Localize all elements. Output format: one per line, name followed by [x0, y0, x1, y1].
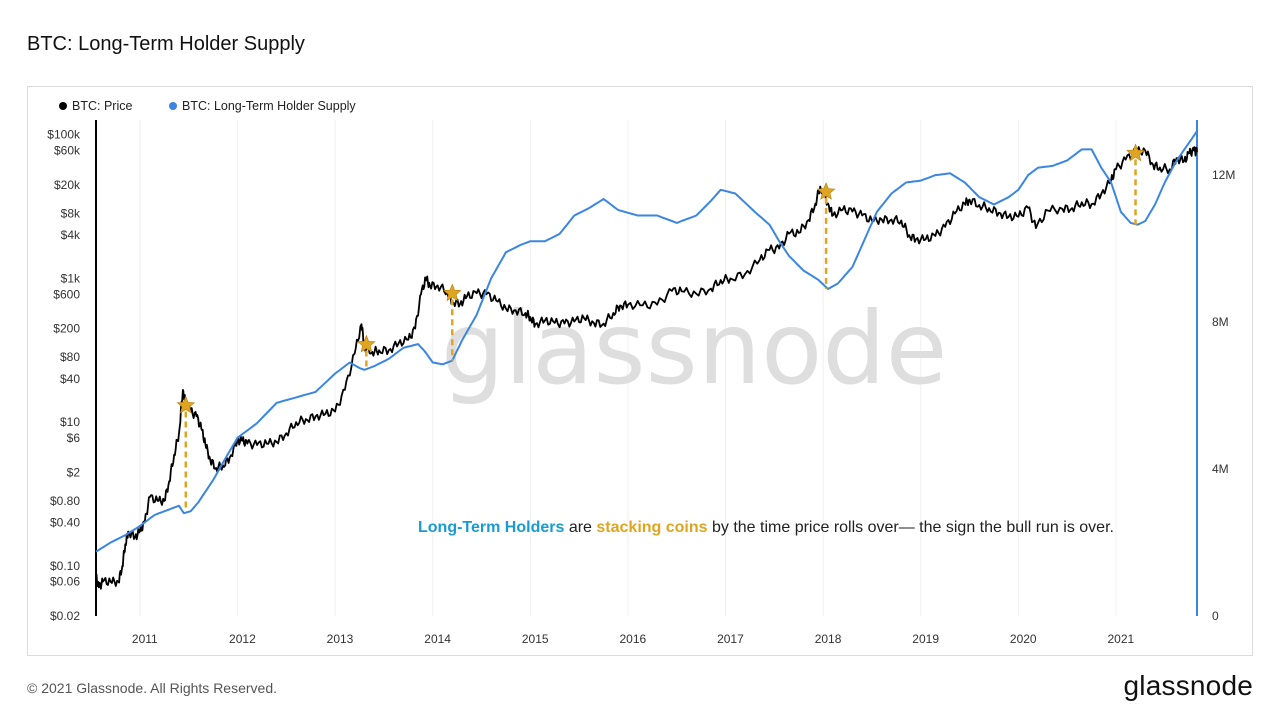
y-tick-left: $0.10: [50, 559, 80, 573]
grid: [139, 120, 1117, 616]
markers: [176, 143, 1145, 512]
x-tick: 2021: [1108, 632, 1135, 646]
legend-label-price[interactable]: BTC: Price: [72, 99, 132, 113]
x-tick: 2017: [717, 632, 744, 646]
y-tick-left: $4k: [61, 228, 81, 242]
star-marker: [357, 334, 376, 353]
star-marker: [176, 395, 196, 414]
y-tick-left: $2: [67, 465, 81, 479]
y-tick-right: 0: [1212, 609, 1219, 623]
y-tick-left: $0.40: [50, 516, 80, 530]
legend[interactable]: BTC: Price BTC: Long-Term Holder Supply: [59, 99, 356, 113]
annotation-text: Long-Term Holders are stacking coins by …: [418, 519, 1114, 536]
y-tick-right: 12M: [1212, 168, 1235, 182]
series-line-price: [95, 146, 1198, 590]
star-marker: [442, 283, 462, 302]
y-tick-left: $600: [53, 287, 80, 301]
y-tick-left: $100k: [47, 128, 81, 142]
y-axis-left: $100k $60k $20k $8k $4k $1k $600 $200 $80 $40 $10 $…: [47, 120, 97, 623]
annotation-part-stacking: stacking coins: [596, 519, 707, 536]
y-tick-left: $80: [60, 350, 80, 364]
y-tick-left: $0.06: [50, 575, 80, 589]
y-tick-left: $6: [67, 431, 81, 445]
y-tick-right: 4M: [1212, 462, 1229, 476]
y-tick-left: $0.80: [50, 494, 80, 508]
annotation-part-lth: Long-Term Holders: [418, 519, 564, 536]
watermark: glassnode: [441, 290, 947, 407]
x-tick: 2015: [522, 632, 549, 646]
annotation-part-are: are: [564, 519, 596, 536]
legend-dot-lth: [169, 102, 177, 110]
annotation-part-rest: by the time price rolls over— the sign t…: [708, 519, 1114, 536]
y-tick-left: $40: [60, 372, 80, 386]
x-tick: 2019: [912, 632, 939, 646]
x-tick: 2018: [815, 632, 842, 646]
footer-logo[interactable]: glassnode: [1123, 670, 1253, 701]
y-tick-left: $1k: [61, 271, 81, 285]
series-line-lth: [95, 130, 1198, 553]
legend-label-lth[interactable]: BTC: Long-Term Holder Supply: [182, 99, 356, 113]
legend-dot-price: [59, 102, 67, 110]
chart-frame: glassnode $100k $60k $20k $8k $4k $1k $600 $200…: [27, 86, 1253, 656]
x-tick: 2020: [1010, 632, 1037, 646]
footer-copyright: © 2021 Glassnode. All Rights Reserved.: [27, 680, 278, 696]
x-tick: 2013: [327, 632, 354, 646]
x-tick: 2012: [229, 632, 256, 646]
star-marker: [1126, 143, 1145, 162]
y-tick-left: $10: [60, 415, 80, 429]
page-title: BTC: Long-Term Holder Supply: [27, 33, 305, 55]
y-tick-right: 8M: [1212, 315, 1229, 329]
y-axis-right: 12M 8M 4M 0: [1196, 120, 1235, 623]
y-tick-left: $0.02: [50, 609, 80, 623]
x-tick: 2016: [619, 632, 646, 646]
y-tick-left: $20k: [54, 178, 81, 192]
x-axis: 2011 2012 2013 2014 2015 2016 2017 2018 2019 2020…: [132, 632, 1135, 646]
chart: glassnode $100k $60k $20k $8k $4k $1k $600 $200…: [47, 99, 1235, 646]
x-tick: 2011: [132, 632, 158, 646]
series: [95, 130, 1198, 590]
y-tick-left: $8k: [61, 206, 81, 220]
star-marker: [816, 182, 836, 200]
x-tick: 2014: [424, 632, 451, 646]
y-tick-left: $60k: [54, 144, 81, 158]
y-tick-left: $200: [53, 322, 80, 336]
